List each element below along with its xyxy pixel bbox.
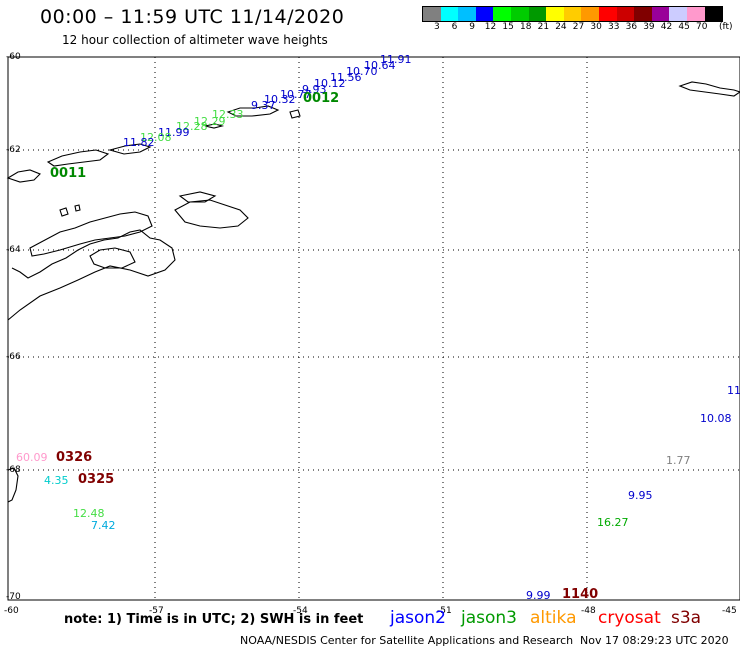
swh-value: 10.64	[364, 59, 396, 72]
swh-value: 9.95	[628, 489, 653, 502]
legend-label: 70	[696, 22, 708, 32]
legend-label: 42	[660, 22, 673, 32]
lat-label: -66	[6, 352, 21, 362]
legend-label: 33	[608, 22, 620, 32]
legend-label: 36	[625, 22, 638, 32]
legend-unit: (ft)	[719, 22, 733, 32]
swh-value: 12.08	[140, 131, 172, 144]
legend-swatch	[510, 7, 529, 21]
legend-labels: 3 6 9 12 15 18 21 24 27 30 33 36 39 42 45 70 (ft)	[422, 22, 740, 34]
lon-label: -45	[722, 606, 737, 616]
legend-label: 30	[590, 22, 602, 32]
color-legend	[422, 6, 724, 22]
legend-swatch	[651, 7, 670, 21]
swh-value: 10.70	[346, 65, 378, 78]
legend-label: 18	[520, 22, 532, 32]
coastlines	[6, 81, 740, 503]
legend-swatch	[616, 7, 635, 21]
legend-label: 39	[643, 22, 655, 32]
lat-label: -70	[6, 592, 21, 602]
lat-label: -68	[6, 465, 21, 475]
legend-label: 27	[572, 22, 585, 32]
legend-label: 15	[502, 22, 514, 32]
legend-swatch	[493, 7, 511, 21]
time-label: 0325	[78, 472, 115, 487]
swh-value: 12.28	[176, 120, 208, 133]
footer-note: note: 1) Time is in UTC; 2) SWH is in fe…	[64, 612, 364, 627]
legend-swatch	[686, 7, 705, 21]
lon-label: -51	[437, 606, 452, 616]
swh-value: 12.33	[212, 108, 244, 121]
satellite-cryosat: cryosat	[598, 608, 661, 628]
legend-swatch	[704, 7, 723, 21]
swh-value: 16.27	[597, 516, 629, 529]
swh-value: 12.29	[194, 115, 226, 128]
swh-value: 10.12	[314, 77, 346, 90]
legend-swatch	[458, 7, 476, 21]
legend-label: 12	[484, 22, 497, 32]
legend-label: 24	[555, 22, 567, 32]
legend-swatch	[634, 7, 652, 21]
graticule	[8, 57, 740, 600]
swh-value: 11	[727, 384, 740, 397]
swh-value: 10.32	[264, 93, 296, 106]
swh-value: 9.93	[302, 83, 327, 96]
legend-swatch	[440, 7, 459, 21]
legend-swatch	[475, 7, 494, 21]
swh-value: 9.37	[251, 99, 276, 112]
time-label: 0012	[303, 91, 340, 106]
legend-swatch	[598, 7, 617, 21]
swh-value: 4.35	[44, 474, 69, 487]
lat-label: -60	[6, 52, 21, 62]
legend-swatch	[423, 7, 441, 21]
satellite-altika: altika	[530, 608, 577, 628]
lat-label: -62	[6, 145, 21, 155]
satellite-jason3: jason3	[461, 608, 517, 628]
legend-label: 6	[451, 22, 458, 32]
legend-label: 9	[469, 22, 475, 32]
legend-swatch	[581, 7, 599, 21]
legend-swatch	[669, 7, 687, 21]
timestamp-text: Nov 17 08:29:23 UTC 2020	[580, 634, 729, 647]
swh-value: 9.99	[526, 589, 551, 602]
satellite-jason2: jason2	[390, 608, 446, 628]
legend-swatch	[546, 7, 564, 21]
time-label: 0011	[50, 166, 87, 181]
map-subtitle: 12 hour collection of altimeter wave hei…	[62, 33, 328, 47]
lon-label: -54	[293, 606, 308, 616]
legend-label: 3	[434, 22, 440, 32]
legend-label: 45	[678, 22, 690, 32]
swh-value: 11.99	[158, 126, 190, 139]
lon-label: -57	[149, 606, 164, 616]
legend-swatch	[563, 7, 582, 21]
legend-swatch	[528, 7, 547, 21]
swh-value: 10.08	[700, 412, 732, 425]
lon-label: -48	[581, 606, 596, 616]
swh-value: 11.56	[330, 71, 362, 84]
swh-value: 10.77	[280, 88, 312, 101]
satellite-s3a: s3a	[671, 608, 702, 628]
swh-value: 11.91	[380, 53, 412, 66]
lon-label: -60	[4, 606, 19, 616]
swh-value: 7.42	[91, 519, 116, 532]
swh-value: 11.82	[123, 136, 155, 149]
swh-value: 1.77	[666, 454, 691, 467]
lat-label: -64	[6, 245, 21, 255]
credit-text: NOAA/NESDIS Center for Satellite Applica…	[240, 634, 574, 647]
map-frame	[7, 56, 740, 601]
swh-value: 12.48	[73, 507, 105, 520]
time-label: 1140	[562, 587, 599, 602]
legend-label: 21	[537, 22, 550, 32]
swh-value: 60.09	[16, 451, 48, 464]
time-label: 0326	[56, 450, 93, 465]
map-title: 00:00 – 11:59 UTC 11/14/2020	[40, 6, 345, 28]
